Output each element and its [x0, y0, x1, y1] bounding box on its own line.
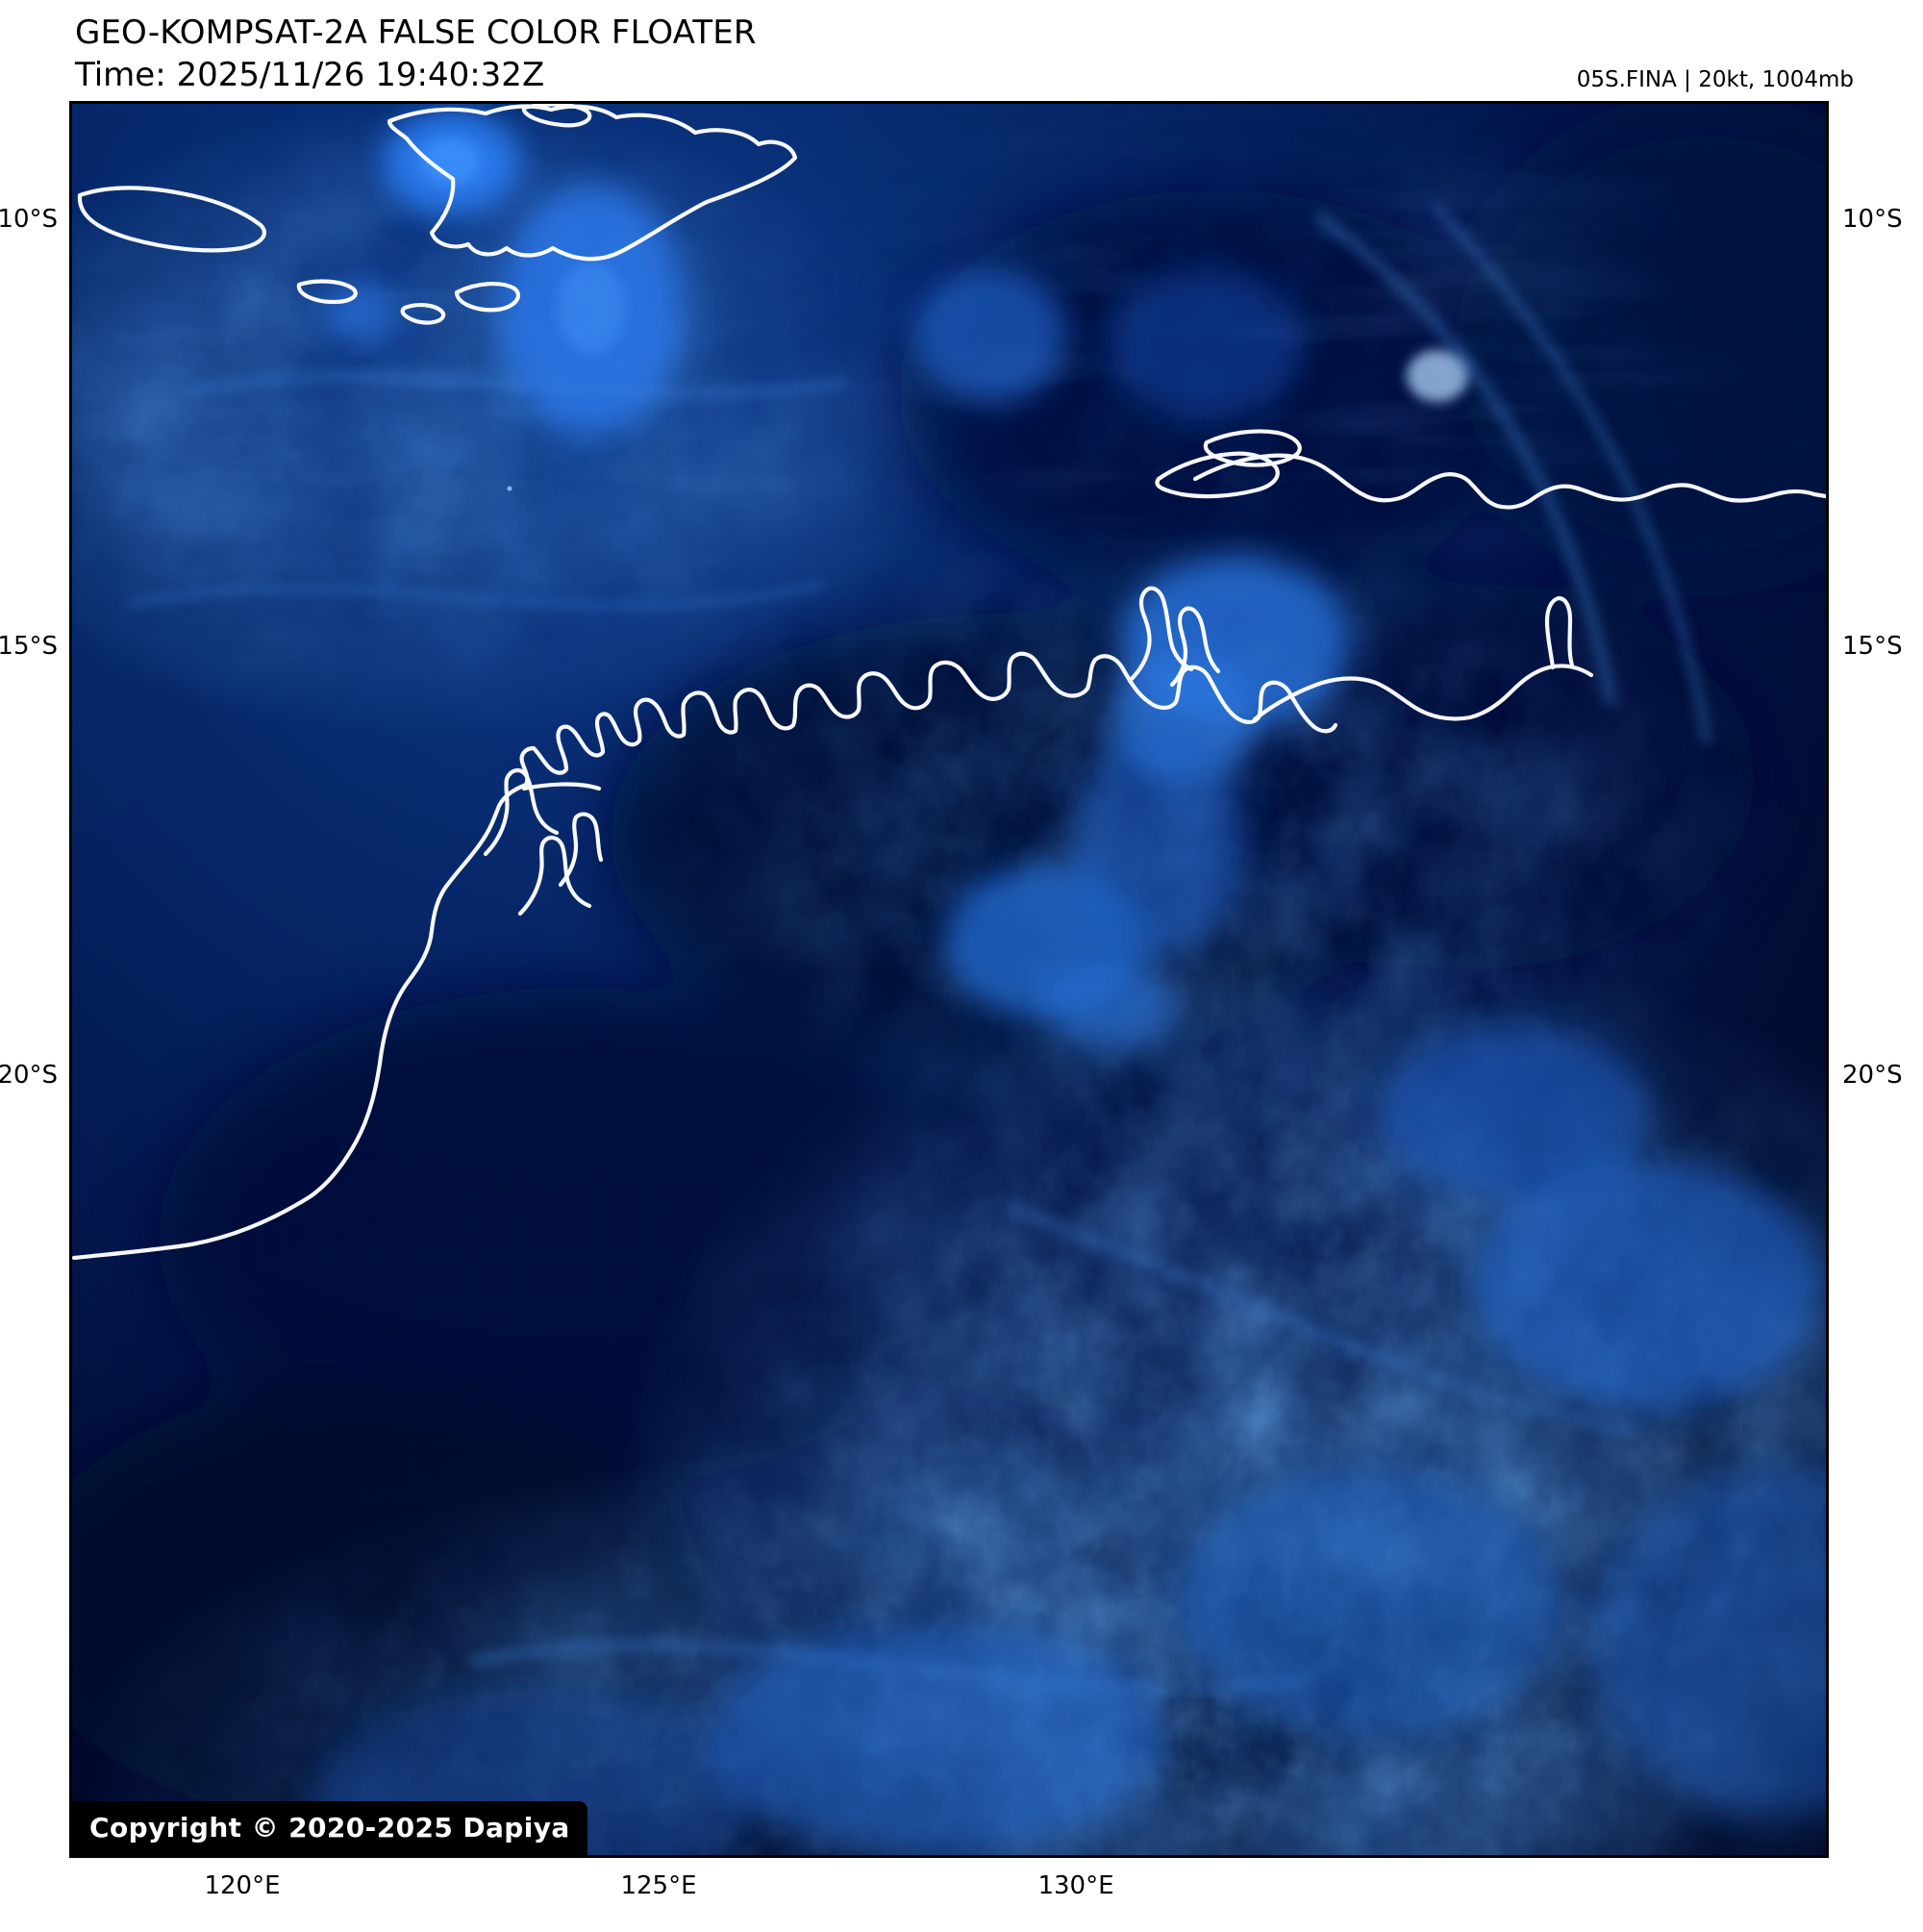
storm-metadata: 05S.FINA | 20kt, 1004mb	[1576, 67, 1854, 92]
lat-label-right-15s: 15°S	[1842, 632, 1903, 661]
lat-label-left-15s: 15°S	[0, 632, 58, 661]
lat-label-right-10s: 10°S	[1842, 205, 1903, 234]
pixel-speck	[507, 486, 512, 491]
lon-label-130e: 130°E	[1037, 1871, 1114, 1900]
timestamp-line: Time: 2025/11/26 19:40:32Z	[75, 56, 545, 94]
coastline-overlay	[72, 104, 1826, 1261]
satellite-imagery	[72, 104, 1826, 1855]
satellite-image-panel[interactable]: Copyright © 2020-2025 Dapiya	[69, 101, 1829, 1858]
header-block: GEO-KOMPSAT-2A FALSE COLOR FLOATER Time:…	[75, 13, 1854, 94]
lon-label-120e: 120°E	[204, 1871, 281, 1900]
lat-label-left-20s: 20°S	[0, 1061, 58, 1090]
lon-label-125e: 125°E	[620, 1871, 697, 1900]
lat-label-left-10s: 10°S	[0, 205, 58, 234]
page-title: GEO-KOMPSAT-2A FALSE COLOR FLOATER	[75, 13, 757, 52]
copyright-banner: Copyright © 2020-2025 Dapiya	[72, 1801, 587, 1855]
lat-label-right-20s: 20°S	[1842, 1061, 1903, 1090]
